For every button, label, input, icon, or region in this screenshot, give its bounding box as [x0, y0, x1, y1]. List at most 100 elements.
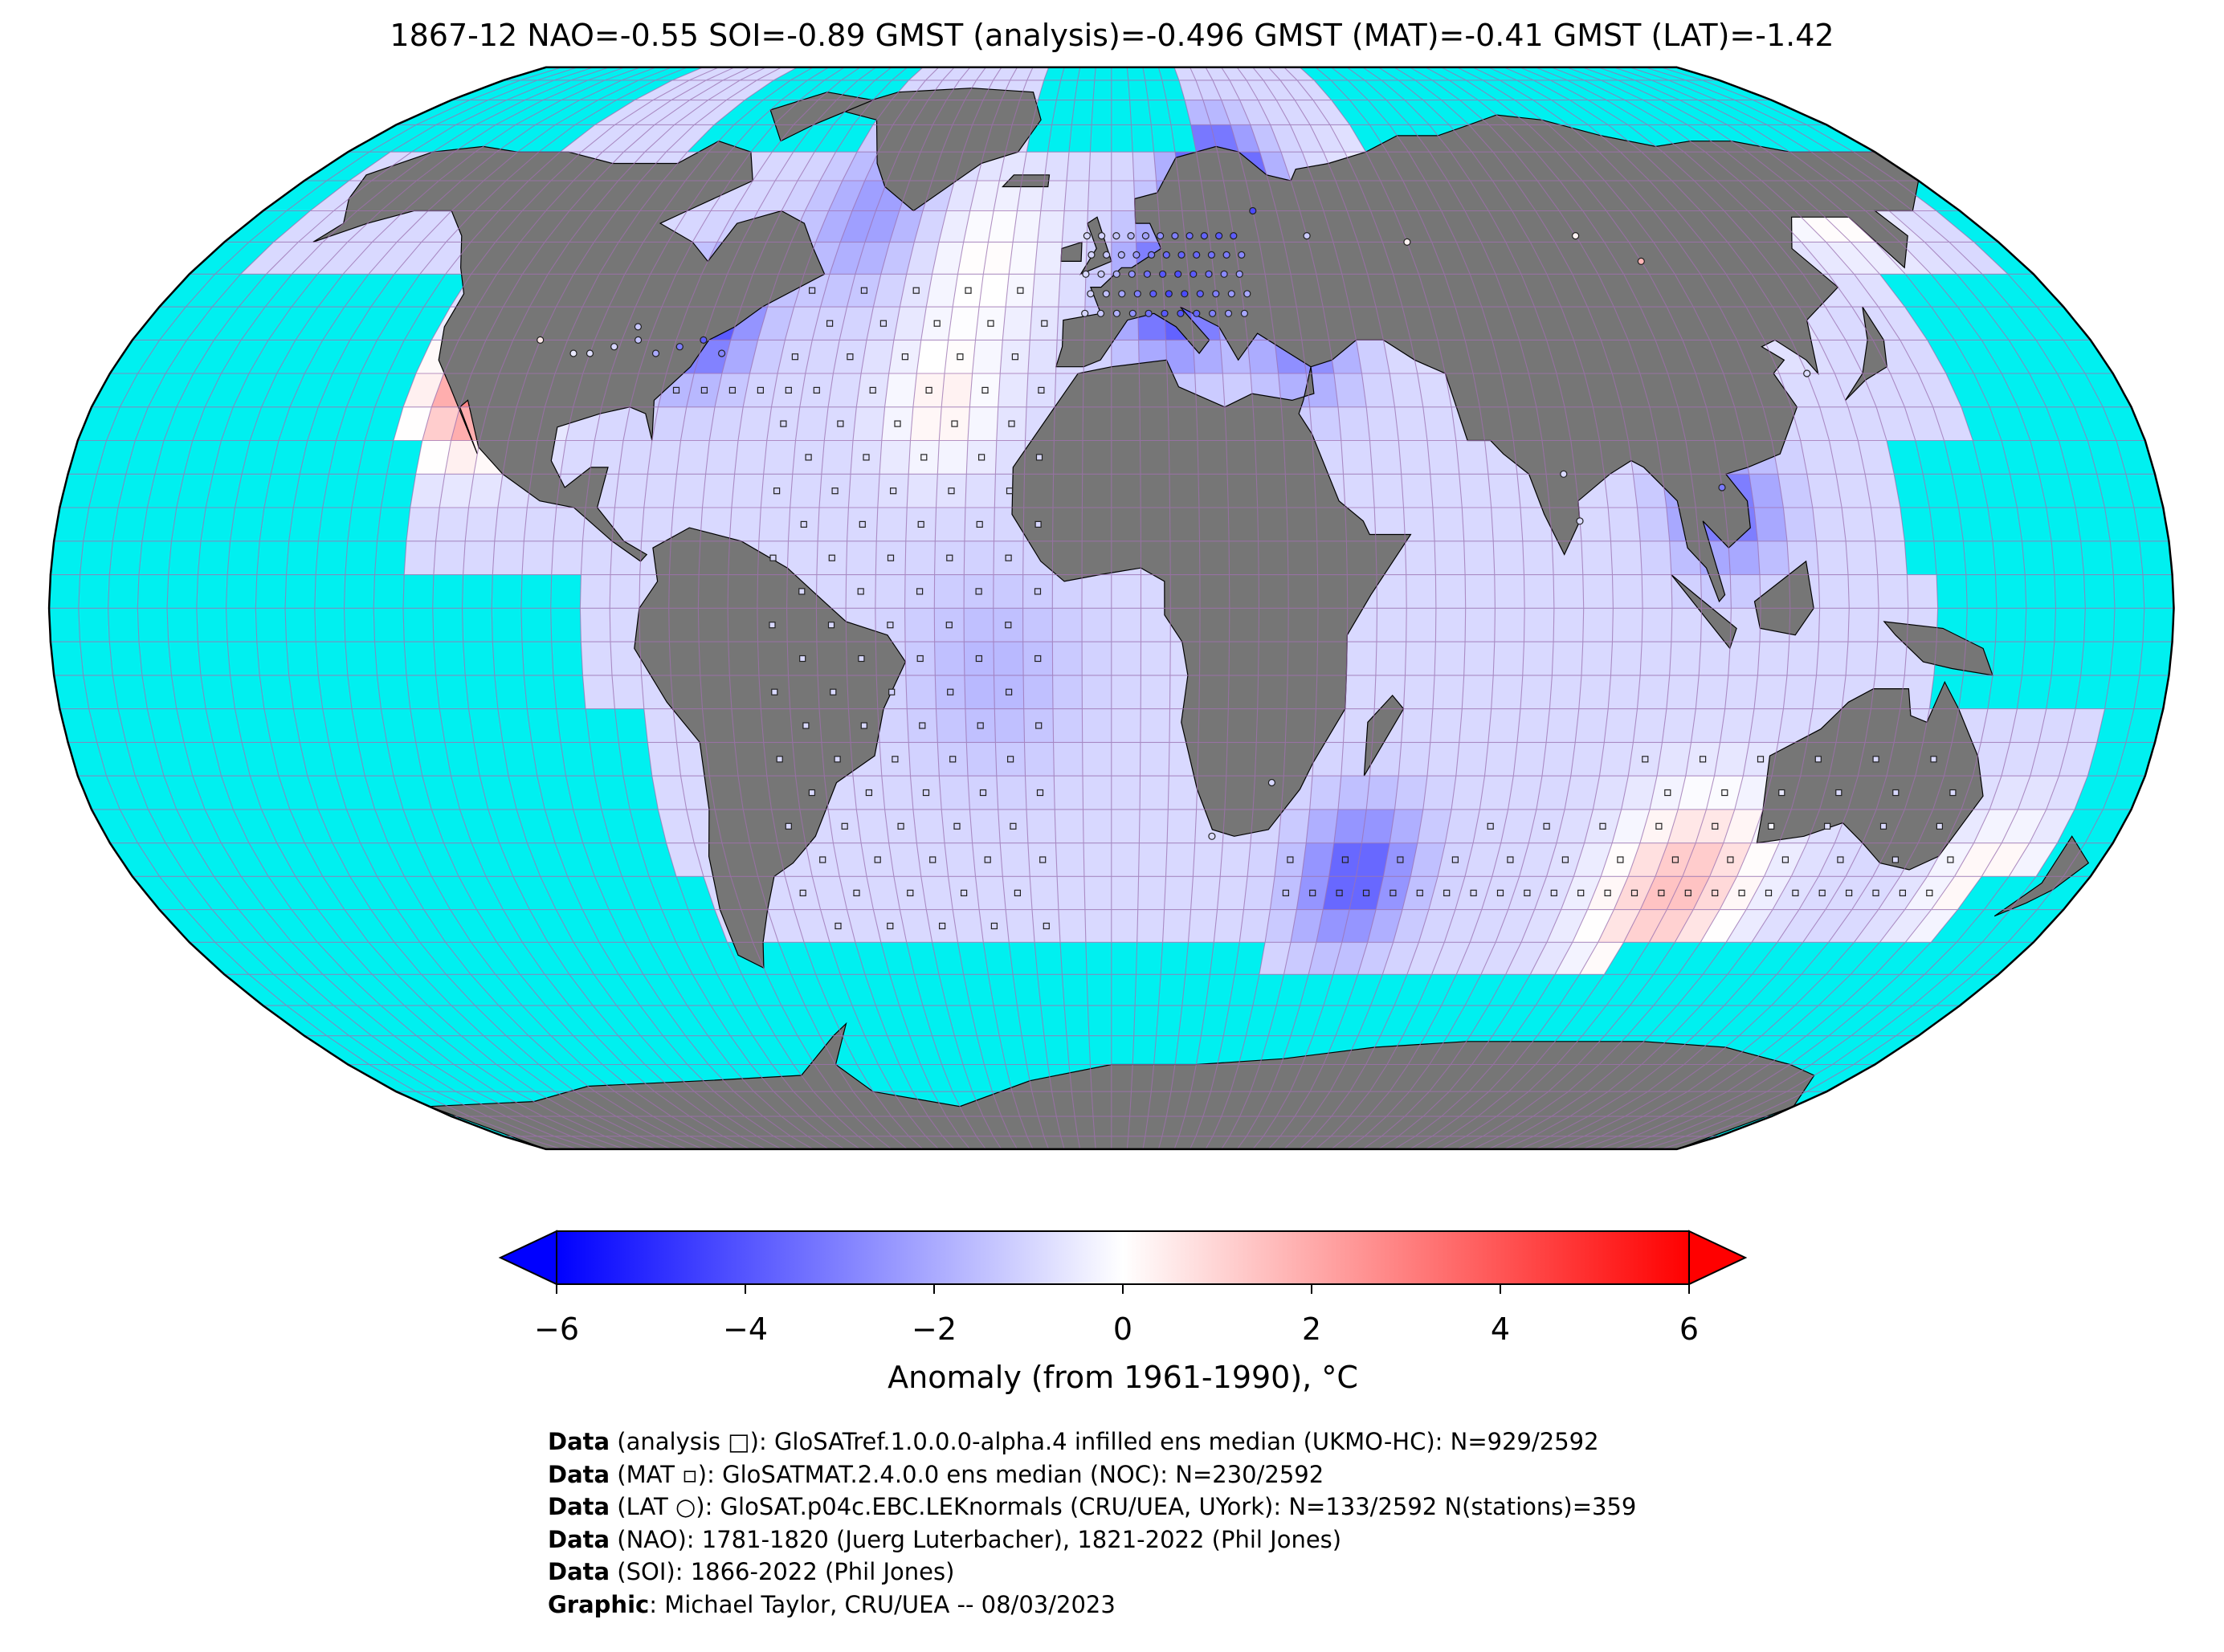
land-station-marker — [1102, 290, 1110, 298]
grid-cell — [612, 508, 644, 541]
grid-cell — [2009, 842, 2058, 877]
grid-cell — [889, 210, 923, 243]
grid-cell — [1062, 210, 1088, 243]
grid-cell — [846, 540, 877, 575]
grid-cell — [1052, 574, 1083, 609]
land-station-marker — [1637, 257, 1645, 265]
grid-cell — [1333, 809, 1367, 843]
grid-cell — [738, 406, 772, 441]
grid-cell — [581, 540, 612, 575]
credit-text: (NAO): 1781-1820 (Juerg Luterbacher), 18… — [610, 1525, 1342, 1553]
grid-cell — [1578, 508, 1611, 541]
land-station-marker — [1208, 832, 1216, 840]
ocean-obs-marker — [1034, 655, 1042, 663]
grid-cell — [879, 440, 911, 475]
grid-cell — [444, 440, 480, 475]
grid-cell — [1366, 776, 1399, 810]
grid-cell — [1455, 440, 1488, 475]
grid-cell — [654, 100, 708, 125]
graticule-lines — [49, 67, 2174, 1149]
ocean-obs-marker — [1949, 789, 1957, 797]
ocean-obs-marker — [847, 353, 854, 361]
ocean-obs-marker — [887, 922, 894, 930]
ocean-obs-marker — [960, 889, 968, 897]
grid-cell — [1451, 776, 1485, 810]
grid-cell — [1494, 608, 1525, 642]
grid-cell — [1612, 574, 1643, 609]
grid-cell — [292, 242, 348, 275]
ocean-obs-marker — [813, 386, 820, 394]
grid-cell — [1699, 642, 1731, 675]
credit-text: (analysis □): GloSATref.1.0.0.0-alpha.4 … — [610, 1428, 1599, 1455]
grid-cell — [994, 181, 1022, 211]
ocean-obs-marker — [1617, 856, 1624, 863]
grid-cell — [726, 80, 774, 100]
ocean-obs-marker — [1487, 822, 1494, 830]
ocean-obs-marker — [1891, 856, 1899, 863]
ocean-obs-marker — [929, 856, 937, 863]
grid-cell — [749, 340, 786, 373]
ocean-obs-marker — [949, 756, 957, 763]
grid-cell — [934, 574, 965, 609]
land-station-marker — [1249, 206, 1257, 215]
grid-cell — [963, 210, 994, 243]
ocean-obs-marker — [835, 922, 842, 930]
grid-cell — [1027, 340, 1058, 373]
ocean-obs-marker — [946, 554, 953, 561]
ocean-obs-marker — [1336, 889, 1343, 897]
grid-cell — [988, 210, 1018, 243]
grid-cell — [795, 406, 829, 441]
grid-cell — [856, 809, 889, 843]
grid-cell — [884, 373, 917, 407]
land-mass — [312, 141, 826, 562]
grid-cell — [993, 574, 1023, 609]
ocean-obs-marker — [922, 789, 930, 797]
ocean-obs-marker — [945, 622, 953, 629]
grid-cell — [647, 742, 681, 777]
grid-cell — [1247, 80, 1277, 100]
land-station-marker — [1088, 251, 1096, 259]
land-station-marker — [1403, 238, 1411, 246]
grid-cell — [920, 876, 953, 910]
grid-cell — [1530, 942, 1573, 975]
grid-cell — [1341, 909, 1377, 943]
ocean-obs-marker — [1684, 889, 1691, 897]
grid-cell — [1417, 809, 1452, 843]
ocean-obs-marker — [984, 856, 991, 863]
grid-cell — [1309, 406, 1341, 441]
grid-cell — [435, 508, 469, 541]
grid-cell — [1406, 608, 1436, 642]
grid-cell — [1333, 373, 1367, 407]
land-station-marker — [1171, 232, 1179, 240]
grid-cell — [580, 608, 610, 642]
grid-cell — [1900, 340, 1946, 373]
grid-cell — [936, 708, 967, 743]
land-station-marker — [586, 349, 594, 357]
land-station-marker — [1102, 251, 1111, 259]
ocean-obs-marker — [776, 756, 783, 763]
grid-cell — [937, 440, 968, 475]
credit-label: Data — [548, 1428, 610, 1455]
ocean-obs-marker — [1824, 822, 1831, 830]
ocean-obs-marker — [863, 454, 870, 461]
grid-cell — [1513, 742, 1547, 777]
grid-cell — [1828, 274, 1879, 308]
ocean-obs-marker — [857, 588, 864, 595]
grid-cell — [1185, 100, 1211, 125]
grid-cell — [643, 708, 677, 743]
grid-cell — [1389, 373, 1423, 407]
grid-cell — [1214, 909, 1244, 943]
grid-cell — [1608, 675, 1641, 709]
ocean-obs-marker — [897, 822, 904, 830]
grid-cell — [581, 642, 612, 675]
grid-cell — [590, 440, 623, 475]
grid-cell — [651, 776, 687, 810]
grid-cell — [614, 474, 648, 508]
ocean-obs-marker — [1524, 889, 1531, 897]
grid-cell — [1111, 708, 1141, 743]
grid-cell — [1552, 540, 1583, 575]
grid-cell — [1819, 406, 1859, 441]
grid-cell — [1671, 608, 1702, 642]
grid-cell — [1907, 574, 1938, 609]
grid-cell — [317, 242, 373, 275]
